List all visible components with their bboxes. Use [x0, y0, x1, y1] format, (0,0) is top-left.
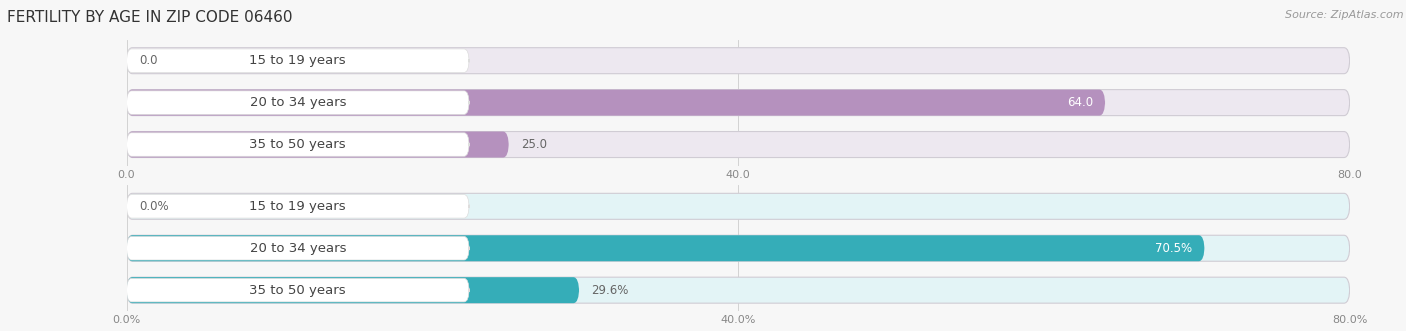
FancyBboxPatch shape — [127, 237, 470, 260]
FancyBboxPatch shape — [127, 193, 1350, 219]
Text: 64.0: 64.0 — [1067, 96, 1092, 109]
Text: 15 to 19 years: 15 to 19 years — [249, 54, 346, 67]
Text: 35 to 50 years: 35 to 50 years — [249, 138, 346, 151]
FancyBboxPatch shape — [127, 277, 579, 303]
FancyBboxPatch shape — [127, 277, 1350, 303]
Text: 29.6%: 29.6% — [592, 284, 628, 297]
FancyBboxPatch shape — [127, 235, 1350, 261]
FancyBboxPatch shape — [127, 49, 470, 72]
Text: 20 to 34 years: 20 to 34 years — [249, 96, 346, 109]
FancyBboxPatch shape — [127, 91, 470, 114]
FancyBboxPatch shape — [127, 90, 1105, 116]
FancyBboxPatch shape — [127, 195, 470, 218]
Text: 70.5%: 70.5% — [1156, 242, 1192, 255]
Text: 25.0: 25.0 — [522, 138, 547, 151]
FancyBboxPatch shape — [127, 90, 1350, 116]
FancyBboxPatch shape — [127, 131, 509, 158]
Text: Source: ZipAtlas.com: Source: ZipAtlas.com — [1285, 10, 1403, 20]
Text: 0.0%: 0.0% — [139, 200, 169, 213]
Text: 35 to 50 years: 35 to 50 years — [249, 284, 346, 297]
Text: FERTILITY BY AGE IN ZIP CODE 06460: FERTILITY BY AGE IN ZIP CODE 06460 — [7, 10, 292, 25]
FancyBboxPatch shape — [127, 131, 1350, 158]
Text: 0.0: 0.0 — [139, 54, 157, 67]
Text: 15 to 19 years: 15 to 19 years — [249, 200, 346, 213]
Text: 20 to 34 years: 20 to 34 years — [249, 242, 346, 255]
FancyBboxPatch shape — [127, 48, 1350, 74]
FancyBboxPatch shape — [127, 278, 470, 302]
FancyBboxPatch shape — [127, 235, 1205, 261]
FancyBboxPatch shape — [127, 133, 470, 156]
